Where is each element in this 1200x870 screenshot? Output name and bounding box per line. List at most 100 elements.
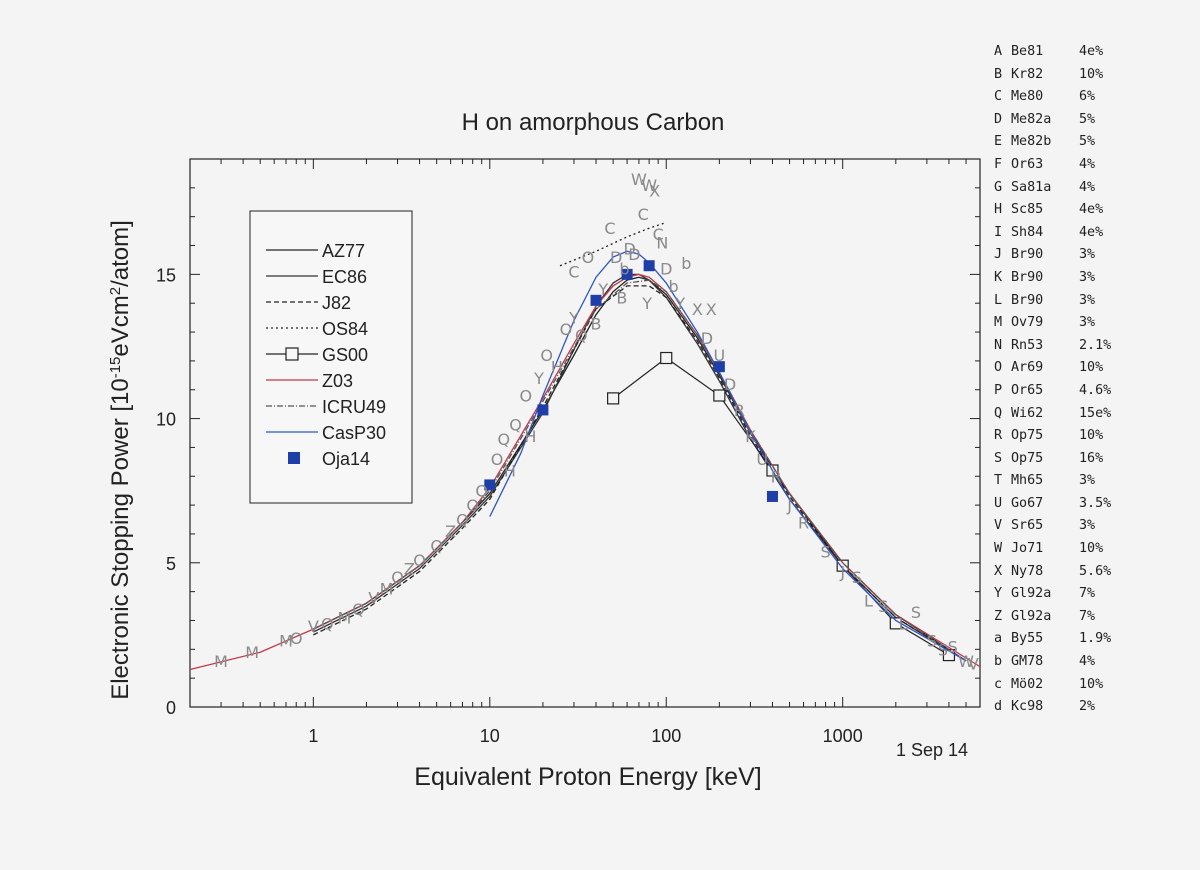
y-axis-label-part-3: /atom]	[107, 220, 134, 287]
reference-letter: A	[994, 44, 1003, 59]
measurement-letter: Y	[533, 369, 544, 388]
reference-letter: R	[994, 428, 1003, 444]
measurement-letter: M	[245, 643, 259, 662]
series-line-gs00	[612, 357, 950, 656]
reference-code: Or63	[1011, 156, 1044, 172]
x-tick-labels: 1 10 100 1000	[308, 726, 862, 746]
reference-letter: X	[994, 563, 1003, 579]
measurement-letter: W	[641, 176, 657, 195]
reference-letter: E	[994, 134, 1003, 150]
series-point-oja14	[537, 404, 549, 416]
reference-row: B Kr82 10%	[994, 64, 1129, 87]
measurement-letter: H	[504, 461, 516, 480]
reference-letter: S	[994, 450, 1003, 466]
measurement-letter: O	[466, 496, 479, 515]
measurement-letter: U	[756, 450, 768, 469]
reference-letter: N	[994, 337, 1003, 353]
legend-marker-oja14	[288, 452, 300, 464]
measurement-letter: J	[786, 496, 792, 515]
measurement-letter: W	[631, 170, 647, 189]
reference-letter: B	[994, 66, 1003, 82]
reference-letter: J	[994, 247, 1003, 263]
reference-letter: c	[994, 676, 1003, 692]
y-axis-label-exp-2: 2	[107, 287, 124, 295]
measurement-letter: D	[623, 239, 635, 258]
reference-row: E Me82b 5%	[994, 131, 1129, 154]
measurement-letter: O	[491, 450, 504, 469]
measurement-letter: C	[568, 262, 579, 281]
reference-error: 3%	[1079, 315, 1096, 331]
measurement-letter: Z	[404, 560, 415, 579]
series-line-icru49	[313, 279, 967, 662]
series-point-oja14	[621, 268, 633, 280]
x-axis-label: Equivalent Proton Energy [keV]	[414, 763, 761, 791]
reference-error: 5%	[1079, 111, 1096, 127]
reference-error: 10%	[1079, 676, 1104, 692]
reference-error: 10%	[1079, 66, 1104, 82]
series-line-casp30	[489, 250, 967, 662]
measurement-letter: V	[368, 588, 379, 607]
legend-label-j82: J82	[322, 293, 351, 313]
reference-row: c Mö02 10%	[994, 674, 1129, 697]
reference-error: 3%	[1079, 518, 1096, 534]
reference-letter: W	[994, 541, 1003, 557]
measurement-letter: S	[852, 568, 862, 587]
reference-letter: C	[994, 89, 1003, 105]
reference-letter: Y	[994, 586, 1003, 602]
reference-letter: L	[994, 292, 1003, 308]
measurement-letter: Y	[568, 309, 579, 328]
measurement-letter: D	[628, 245, 640, 264]
measurement-letter: L	[899, 614, 908, 633]
reference-code: Ny78	[1011, 563, 1044, 579]
series-point-oja14	[713, 361, 725, 373]
reference-row: Q Wi62 15e%	[994, 403, 1129, 426]
reference-error: 2%	[1079, 699, 1096, 715]
series-point-oja14	[766, 490, 778, 502]
measurement-letter: Y	[597, 280, 608, 299]
reference-code: Me82b	[1011, 134, 1052, 150]
reference-error: 3.5%	[1079, 495, 1112, 511]
measurement-letter: X	[706, 300, 717, 319]
measurement-letter: B	[591, 314, 602, 333]
measurement-letter: D	[610, 248, 622, 267]
measurement-letter: X	[649, 182, 660, 201]
reference-error: 15e%	[1079, 405, 1112, 421]
reference-code: Mh65	[1011, 473, 1044, 489]
measurement-letter: R	[771, 467, 782, 486]
y-tick-label: 10	[156, 410, 176, 430]
measurement-letter: D	[701, 329, 713, 348]
measurement-letter: V	[308, 617, 319, 636]
measurement-letter: O	[290, 629, 303, 648]
reference-error: 3%	[1079, 473, 1096, 489]
measurement-letter: M	[214, 652, 228, 671]
legend-box	[249, 210, 413, 504]
reference-code: Gl92a	[1011, 608, 1052, 624]
reference-error: 4%	[1079, 654, 1096, 670]
legend-marker-gs00	[285, 347, 299, 361]
reference-code: Br90	[1011, 292, 1044, 308]
measurement-letter: b	[668, 277, 678, 296]
x-tick-label: 1	[308, 726, 318, 746]
measurement-letter: S	[878, 597, 888, 616]
reference-letter: V	[994, 518, 1003, 534]
y-tick-label: 0	[166, 698, 176, 718]
measurement-letter: B	[616, 288, 627, 307]
series-point-gs00	[713, 389, 726, 402]
y-tick-label: 5	[166, 554, 176, 574]
date-label: 1 Sep 14	[896, 740, 968, 760]
measurement-letter: Q	[575, 326, 588, 345]
reference-code: By55	[1011, 631, 1044, 647]
reference-row: Y Gl92a 7%	[994, 583, 1129, 606]
reference-code: Ar69	[1011, 360, 1044, 376]
measurement-letter: O	[520, 387, 533, 406]
legend-label-ec86: EC86	[322, 267, 367, 287]
measurement-letter: Y	[674, 294, 685, 313]
reference-code: GM78	[1011, 654, 1044, 670]
reference-code: Me80	[1011, 89, 1044, 105]
reference-letter: T	[994, 473, 1003, 489]
y-axis-label-exp-1: -15	[107, 357, 124, 379]
x-tick-label: 10	[480, 726, 500, 746]
legend-label-z03: Z03	[322, 371, 353, 391]
reference-code: Sc85	[1011, 202, 1044, 218]
